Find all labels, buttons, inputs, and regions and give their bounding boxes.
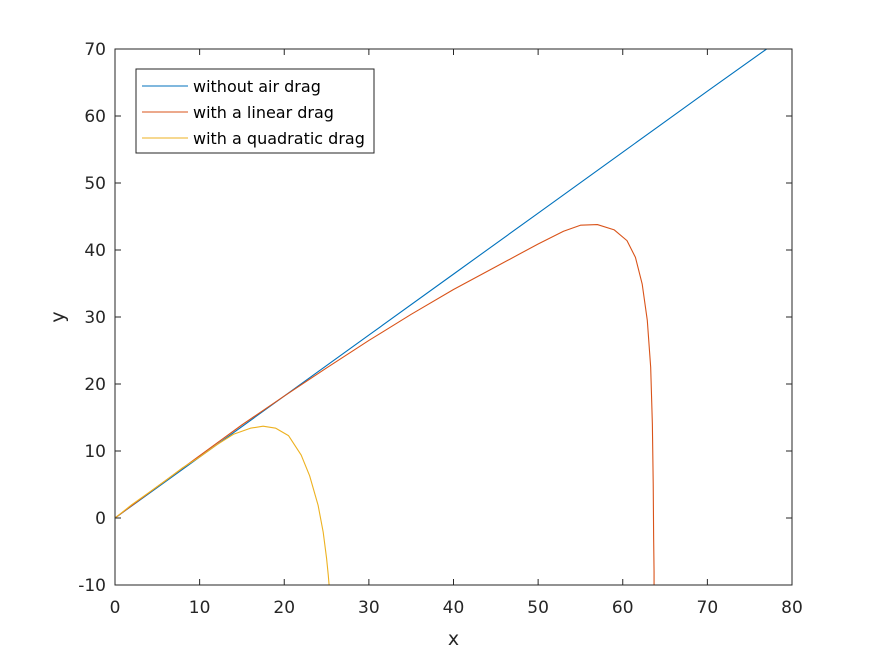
y-tick-label: -10 [78,576,106,596]
x-tick-label: 40 [443,598,465,618]
y-axis-label: y [47,311,69,322]
x-tick-label: 50 [527,598,549,618]
x-tick-label: 10 [189,598,211,618]
series-layer [114,48,767,586]
legend-label-3: with a quadratic drag [193,129,365,148]
x-tick-label: 60 [612,598,634,618]
legend-label-1: without air drag [193,77,321,96]
series-line-2 [114,223,655,585]
series-line-1 [114,48,767,519]
y-tick-label: 20 [84,375,106,395]
x-axis-label: x [448,628,459,650]
x-tick-label: 70 [697,598,719,618]
legend-label-2: with a linear drag [193,103,334,122]
x-tick-label: 20 [273,598,295,618]
legend-box [135,68,375,154]
y-tick-label: 10 [84,442,106,462]
x-tick-label: 80 [781,598,803,618]
x-tick-label: 0 [110,598,121,618]
y-tick-label: 50 [84,174,106,194]
legend: without air drag with a linear drag with a… [135,68,375,154]
series-line-3 [114,425,330,586]
y-tick-label: 0 [95,509,106,529]
y-tick-label: 40 [84,241,106,261]
x-tick-label: 30 [358,598,380,618]
y-tick-label: 30 [84,308,106,328]
y-tick-label: 60 [84,107,106,127]
y-tick-label: 70 [84,40,106,60]
